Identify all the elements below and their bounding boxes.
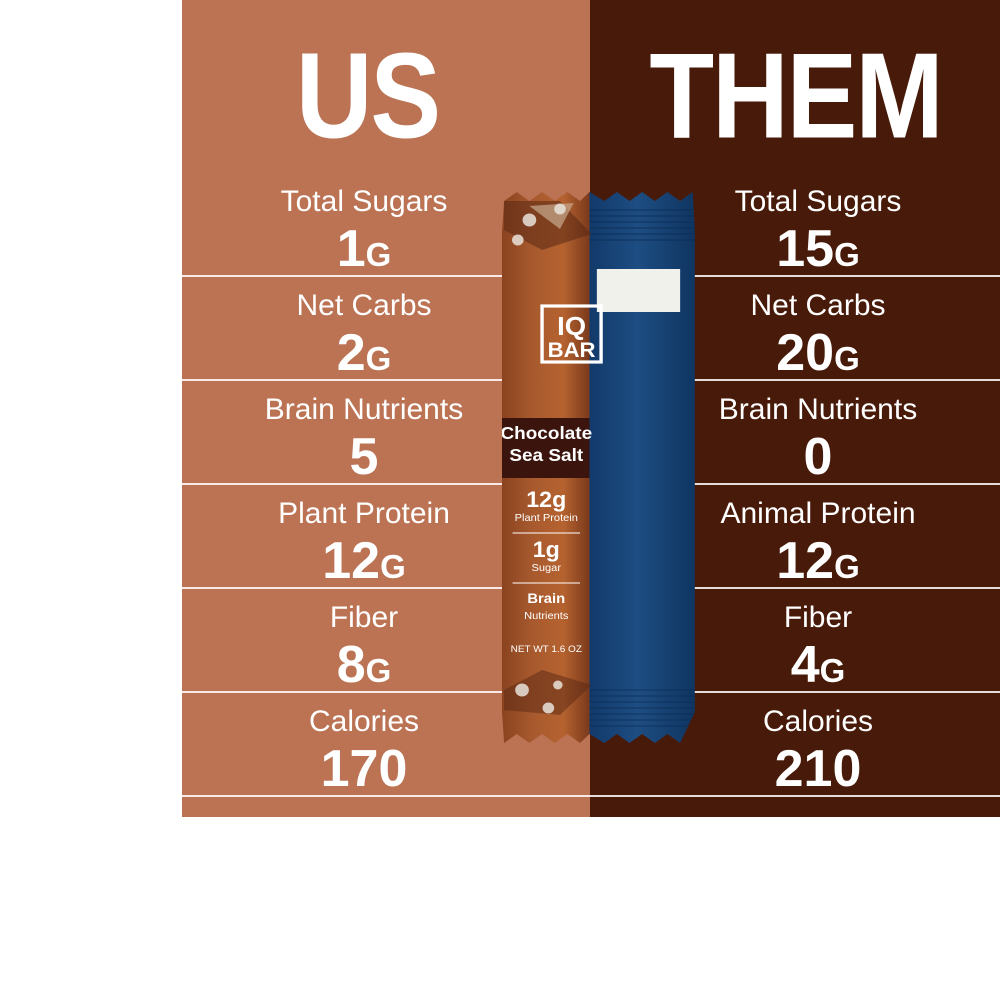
svg-text:Nutrients: Nutrients <box>524 610 568 622</box>
svg-text:Sugar: Sugar <box>532 562 562 574</box>
svg-text:Sea Salt: Sea Salt <box>509 444 583 464</box>
svg-text:1g: 1g <box>533 538 560 562</box>
svg-text:BAR: BAR <box>548 338 596 362</box>
svg-text:IQ: IQ <box>557 312 586 341</box>
svg-text:Plant Protein: Plant Protein <box>515 512 578 524</box>
svg-text:NET WT 1.6 OZ: NET WT 1.6 OZ <box>511 644 582 655</box>
svg-text:12g: 12g <box>526 488 566 512</box>
svg-text:Brain: Brain <box>527 591 565 607</box>
svg-text:Chocolate: Chocolate <box>502 422 592 442</box>
